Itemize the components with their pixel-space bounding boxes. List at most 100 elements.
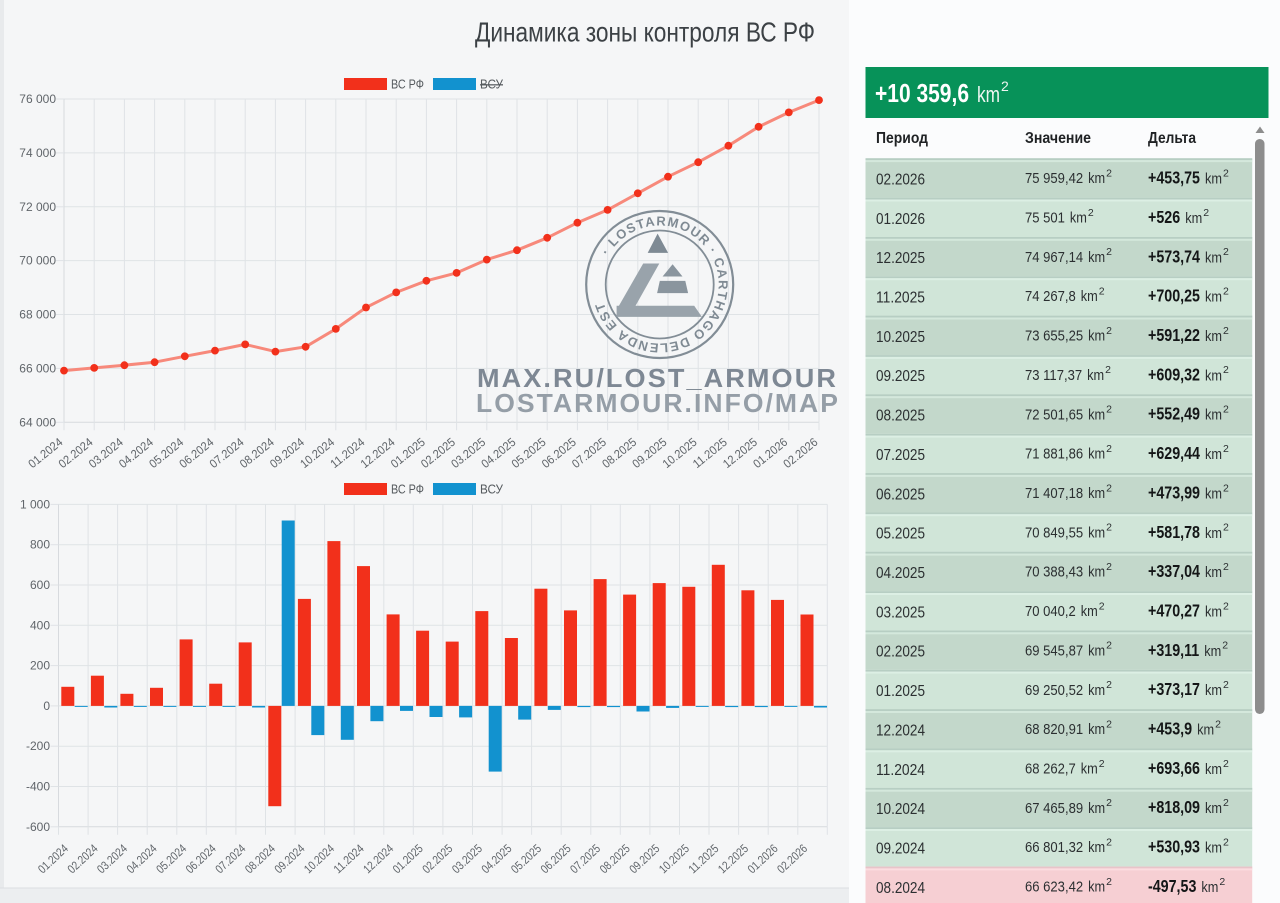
svg-text:70 040,2: 70 040,2 bbox=[1025, 604, 1076, 620]
svg-text:+473,99: +473,99 bbox=[1148, 482, 1200, 502]
svg-text:+526: +526 bbox=[1148, 207, 1180, 227]
svg-text:km: km bbox=[1087, 367, 1104, 384]
svg-text:ВСУ: ВСУ bbox=[480, 78, 503, 92]
svg-text:11.2025: 11.2025 bbox=[876, 290, 925, 307]
svg-text:2: 2 bbox=[1223, 561, 1229, 573]
svg-text:09.2024: 09.2024 bbox=[876, 841, 925, 858]
svg-text:km: km bbox=[1070, 210, 1087, 227]
svg-text:73 117,37: 73 117,37 bbox=[1025, 368, 1082, 384]
svg-text:2: 2 bbox=[1088, 207, 1094, 219]
svg-text:+818,09: +818,09 bbox=[1148, 797, 1200, 817]
svg-text:01.2026: 01.2026 bbox=[876, 211, 925, 228]
svg-text:2: 2 bbox=[1106, 522, 1112, 534]
svg-text:68 820,91: 68 820,91 bbox=[1025, 722, 1083, 738]
svg-text:69 250,52: 69 250,52 bbox=[1025, 683, 1083, 699]
svg-text:74 267,8: 74 267,8 bbox=[1025, 289, 1076, 305]
svg-text:+10 359,6: +10 359,6 bbox=[875, 78, 969, 108]
svg-text:2: 2 bbox=[1106, 404, 1112, 416]
svg-text:10.2024: 10.2024 bbox=[876, 801, 925, 818]
svg-text:2: 2 bbox=[1223, 286, 1229, 298]
svg-text:2: 2 bbox=[1001, 78, 1009, 94]
svg-text:-200: -200 bbox=[26, 739, 50, 753]
svg-text:11.2024: 11.2024 bbox=[876, 762, 925, 779]
svg-text:75 959,42: 75 959,42 bbox=[1025, 171, 1083, 187]
svg-text:2: 2 bbox=[1106, 246, 1112, 258]
svg-text:+470,27: +470,27 bbox=[1148, 601, 1200, 621]
svg-text:MAX.RU/LOST_ARMOUR: MAX.RU/LOST_ARMOUR bbox=[477, 363, 838, 393]
svg-text:km: km bbox=[1205, 682, 1222, 699]
svg-text:+581,78: +581,78 bbox=[1148, 522, 1200, 542]
svg-text:+530,93: +530,93 bbox=[1148, 837, 1200, 857]
svg-text:64 000: 64 000 bbox=[19, 415, 56, 429]
svg-text:71 407,18: 71 407,18 bbox=[1025, 486, 1083, 502]
svg-text:km: km bbox=[1081, 288, 1098, 305]
svg-text:09.2025: 09.2025 bbox=[876, 368, 925, 385]
svg-text:2: 2 bbox=[1106, 718, 1112, 730]
svg-text:km: km bbox=[977, 82, 1000, 107]
svg-text:76 000: 76 000 bbox=[19, 92, 56, 106]
svg-text:km: km bbox=[1088, 800, 1105, 817]
svg-text:2: 2 bbox=[1099, 758, 1105, 770]
svg-text:-400: -400 bbox=[26, 780, 50, 794]
svg-text:km: km bbox=[1088, 249, 1105, 266]
svg-text:2: 2 bbox=[1223, 364, 1229, 376]
svg-text:2: 2 bbox=[1223, 837, 1229, 849]
svg-text:2: 2 bbox=[1106, 797, 1112, 809]
svg-text:km: km bbox=[1204, 643, 1221, 660]
svg-text:km: km bbox=[1205, 249, 1222, 266]
svg-text:km: km bbox=[1205, 840, 1222, 857]
svg-text:02.2026: 02.2026 bbox=[876, 172, 925, 189]
svg-text:km: km bbox=[1205, 446, 1222, 463]
svg-text:2: 2 bbox=[1223, 797, 1229, 809]
svg-text:km: km bbox=[1205, 525, 1222, 542]
svg-text:+453,75: +453,75 bbox=[1148, 168, 1200, 188]
svg-text:68 262,7: 68 262,7 bbox=[1025, 762, 1076, 778]
svg-text:km: km bbox=[1088, 839, 1105, 856]
svg-text:12.2025: 12.2025 bbox=[876, 250, 925, 267]
svg-text:75 501: 75 501 bbox=[1025, 211, 1065, 227]
svg-text:LOSTARMOUR.INFO/MAP: LOSTARMOUR.INFO/MAP bbox=[476, 388, 840, 418]
svg-text:+629,44: +629,44 bbox=[1148, 443, 1200, 463]
svg-text:2: 2 bbox=[1223, 168, 1229, 180]
svg-text:1 000: 1 000 bbox=[20, 497, 50, 511]
svg-text:2: 2 bbox=[1223, 246, 1229, 258]
svg-text:600: 600 bbox=[30, 578, 50, 592]
svg-text:2: 2 bbox=[1223, 482, 1229, 494]
svg-text:66 623,42: 66 623,42 bbox=[1025, 880, 1083, 896]
svg-text:km: km bbox=[1205, 761, 1222, 778]
svg-text:km: km bbox=[1205, 171, 1222, 188]
svg-text:2: 2 bbox=[1106, 443, 1112, 455]
svg-text:2: 2 bbox=[1106, 561, 1112, 573]
svg-text:km: km bbox=[1088, 170, 1105, 187]
svg-text:66 000: 66 000 bbox=[19, 361, 56, 375]
svg-text:+693,66: +693,66 bbox=[1148, 758, 1200, 778]
svg-text:ВС РФ: ВС РФ bbox=[391, 78, 424, 92]
svg-text:km: km bbox=[1088, 446, 1105, 463]
svg-text:2: 2 bbox=[1223, 325, 1229, 337]
svg-text:74 000: 74 000 bbox=[19, 146, 56, 160]
svg-text:2: 2 bbox=[1106, 325, 1112, 337]
svg-text:400: 400 bbox=[30, 618, 50, 632]
svg-text:10.2025: 10.2025 bbox=[876, 329, 925, 346]
svg-text:200: 200 bbox=[30, 659, 50, 673]
svg-text:66 801,32: 66 801,32 bbox=[1025, 840, 1083, 856]
svg-text:Дельта: Дельта bbox=[1148, 130, 1196, 147]
svg-text:2: 2 bbox=[1106, 640, 1112, 652]
svg-text:72 501,65: 72 501,65 bbox=[1025, 407, 1083, 423]
svg-text:12.2024: 12.2024 bbox=[876, 722, 925, 739]
svg-text:69 545,87: 69 545,87 bbox=[1025, 643, 1083, 659]
svg-text:km: km bbox=[1088, 485, 1105, 502]
svg-text:2: 2 bbox=[1219, 876, 1225, 888]
svg-text:70 000: 70 000 bbox=[19, 254, 56, 268]
svg-text:2: 2 bbox=[1106, 679, 1112, 691]
svg-text:01.2025: 01.2025 bbox=[876, 683, 925, 700]
svg-text:+319,11: +319,11 bbox=[1148, 640, 1199, 660]
svg-text:71 881,86: 71 881,86 bbox=[1025, 447, 1083, 463]
svg-text:km: km bbox=[1185, 210, 1202, 227]
svg-text:km: km bbox=[1205, 800, 1222, 817]
svg-text:2: 2 bbox=[1215, 718, 1221, 730]
svg-text:+591,22: +591,22 bbox=[1148, 325, 1200, 345]
svg-text:+609,32: +609,32 bbox=[1148, 364, 1200, 384]
svg-text:+453,9: +453,9 bbox=[1148, 719, 1192, 739]
svg-text:Значение: Значение bbox=[1025, 130, 1091, 147]
